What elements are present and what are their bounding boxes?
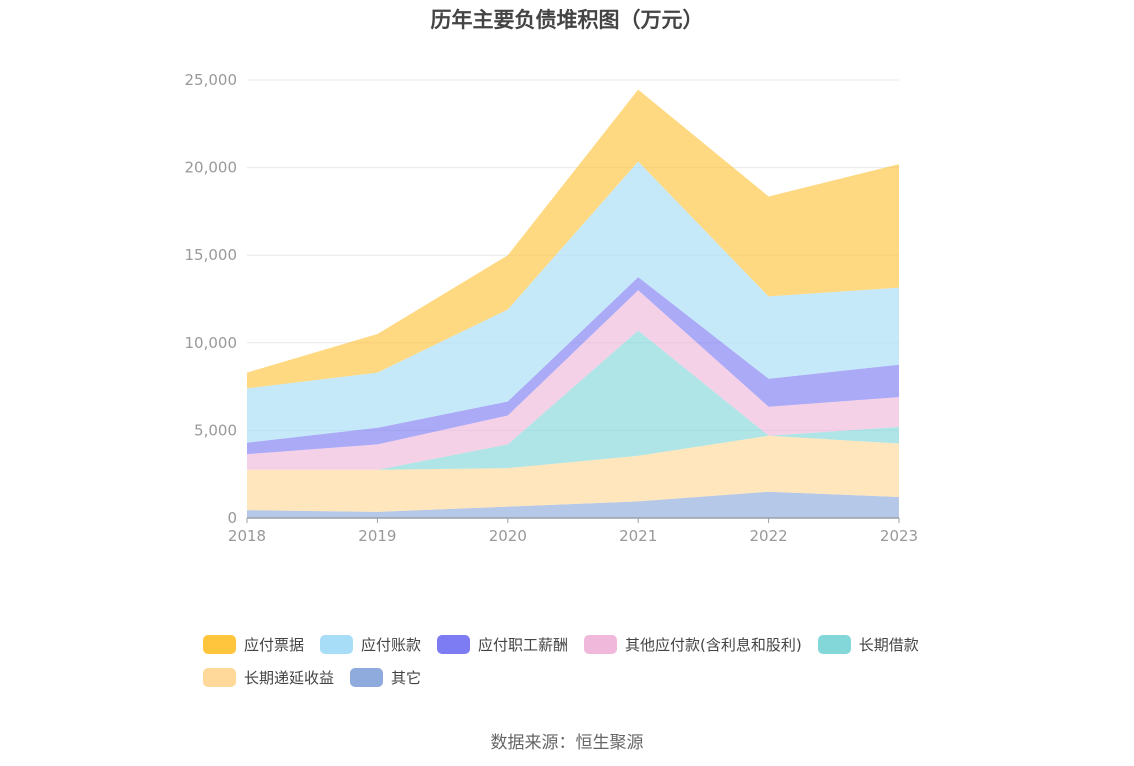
y-tick-label: 10,000 bbox=[185, 334, 238, 352]
legend-item[interactable]: 长期借款 bbox=[817, 632, 919, 656]
x-axis-ticks: 2018 2019 2020 2021 2022 2023 bbox=[228, 527, 918, 545]
legend-item[interactable]: 长期递延收益 bbox=[203, 665, 334, 689]
y-axis-ticks: 0 5,000 10,000 15,000 20,000 25,000 bbox=[185, 71, 238, 527]
x-tick-label: 2018 bbox=[228, 527, 266, 545]
x-tick-label: 2022 bbox=[750, 527, 788, 545]
legend-label: 长期借款 bbox=[858, 635, 919, 654]
legend-label: 应付票据 bbox=[244, 635, 305, 654]
y-tick-label: 15,000 bbox=[185, 246, 238, 264]
y-tick-label: 20,000 bbox=[185, 159, 238, 177]
legend-swatch bbox=[437, 634, 471, 654]
y-tick-label: 25,000 bbox=[185, 71, 238, 89]
legend-label: 其他应付款(含利息和股利) bbox=[625, 635, 802, 654]
legend-item[interactable]: 其它 bbox=[350, 665, 421, 689]
x-tick-label: 2019 bbox=[358, 527, 396, 545]
legend-item[interactable]: 应付职工薪酬 bbox=[437, 632, 568, 656]
x-axis bbox=[246, 517, 900, 523]
area-长期借款 bbox=[247, 330, 899, 470]
legend-swatch bbox=[203, 667, 236, 687]
area-应付票据 bbox=[247, 89, 899, 389]
chart-title: 历年主要负债堆积图（万元） bbox=[430, 8, 704, 32]
legend-label: 应付职工薪酬 bbox=[478, 635, 569, 654]
area-其它 bbox=[247, 491, 899, 518]
area-其他应付款(含利息和股利) bbox=[247, 290, 899, 470]
legend-item[interactable]: 其他应付款(含利息和股利) bbox=[584, 632, 802, 656]
source-note: 数据来源：恒生聚源 bbox=[490, 733, 644, 753]
legend-item[interactable]: 应付账款 bbox=[320, 632, 421, 656]
legend-swatch bbox=[203, 634, 236, 654]
legend-swatch bbox=[320, 634, 354, 654]
area-应付职工薪酬 bbox=[247, 277, 899, 455]
legend-item[interactable]: 应付票据 bbox=[203, 632, 304, 656]
x-tick-label: 2023 bbox=[880, 527, 918, 545]
legend-swatch bbox=[817, 634, 851, 654]
legend-label: 其它 bbox=[391, 668, 422, 687]
legend-label: 应付账款 bbox=[361, 635, 422, 654]
x-tick-label: 2020 bbox=[489, 527, 527, 545]
y-tick-label: 0 bbox=[227, 509, 237, 527]
legend-label: 长期递延收益 bbox=[244, 668, 335, 687]
legend: 应付票据 应付账款 应付职工薪酬 其他应付款(含利息和股利) 长期借款长期递延收益 其它 bbox=[203, 632, 963, 698]
legend-swatch bbox=[350, 667, 384, 687]
legend-swatch bbox=[584, 634, 618, 654]
x-tick-label: 2021 bbox=[619, 527, 657, 545]
area-长期递延收益 bbox=[247, 435, 899, 512]
area-应付账款 bbox=[247, 161, 899, 443]
area-series bbox=[247, 89, 899, 518]
y-tick-label: 5,000 bbox=[194, 421, 237, 439]
